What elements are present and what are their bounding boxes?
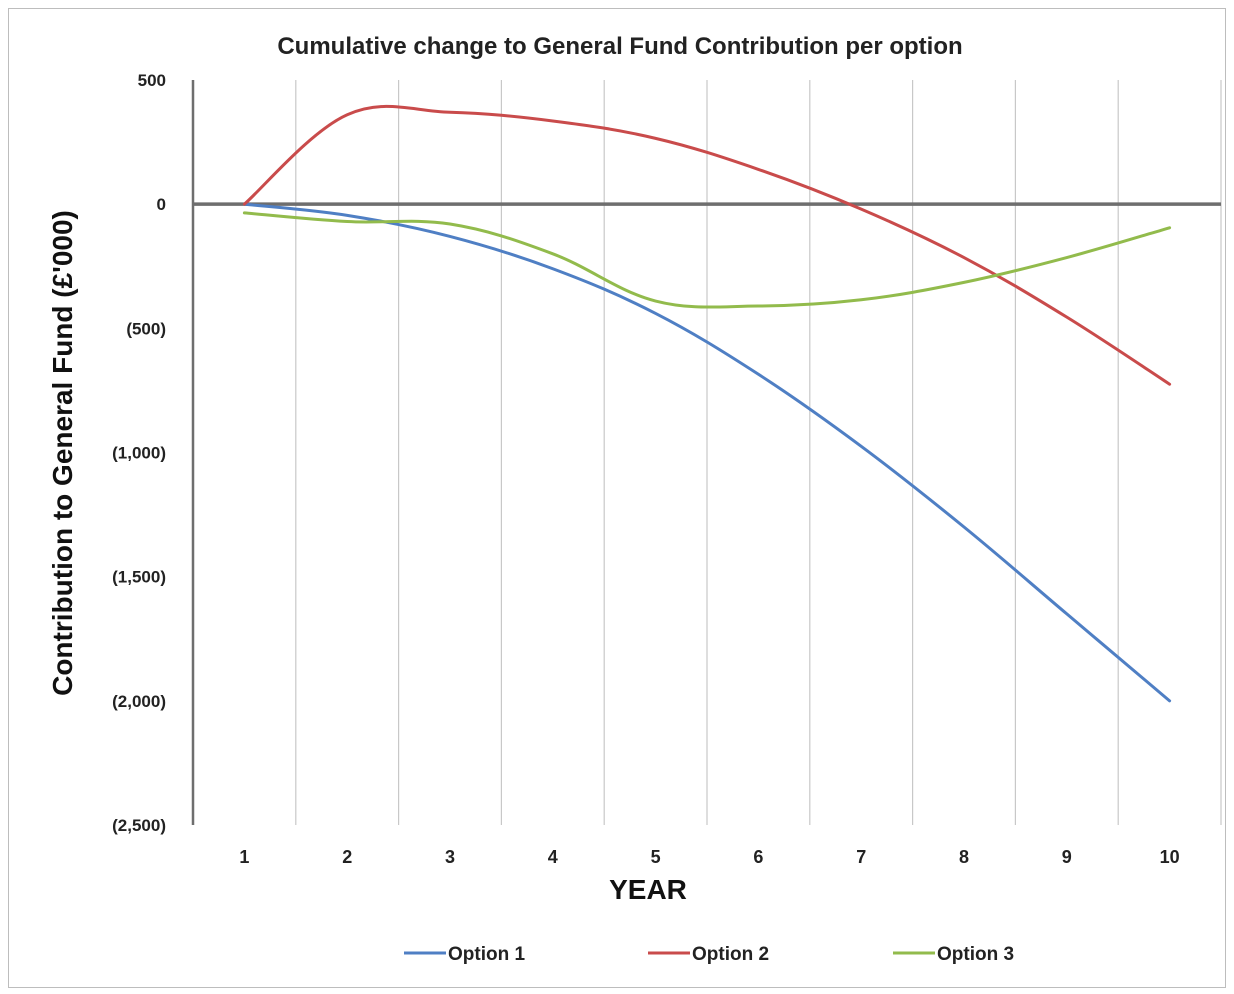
legend-label-option-2: Option 2 (692, 944, 769, 965)
x-tick-label: 7 (856, 847, 866, 867)
legend: Option 1 Option 2 Option 3 (404, 944, 1014, 965)
y-tick-labels: 500 0 (500) (1,000) (1,500) (2,000) (2,500) (112, 71, 166, 835)
y-axis-label: Contribution to General Fund (£'000) (47, 210, 78, 696)
y-tick-label: (500) (126, 319, 166, 338)
series-lines (242, 104, 1172, 703)
x-tick-label: 6 (753, 847, 763, 867)
x-tick-label: 4 (548, 847, 558, 867)
y-tick-label: (2,000) (112, 692, 166, 711)
y-tick-label: 0 (157, 195, 166, 214)
legend-label-option-3: Option 3 (937, 944, 1014, 965)
x-tick-label: 2 (342, 847, 352, 867)
x-tick-label: 5 (651, 847, 661, 867)
y-tick-label: 500 (138, 71, 166, 90)
x-axis-label: YEAR (609, 874, 687, 905)
series-line-option-2 (242, 104, 1172, 386)
chart-title: Cumulative change to General Fund Contri… (277, 33, 962, 60)
y-tick-label: (1,000) (112, 444, 166, 463)
axes (191, 80, 1221, 825)
x-tick-label: 3 (445, 847, 455, 867)
x-tick-label: 9 (1062, 847, 1072, 867)
series-line-option-3 (242, 211, 1172, 309)
x-tick-label: 1 (239, 847, 249, 867)
y-tick-label: (1,500) (112, 568, 166, 587)
vertical-gridlines (295, 80, 1222, 825)
legend-label-option-1: Option 1 (448, 944, 525, 965)
x-tick-label: 10 (1160, 847, 1180, 867)
x-tick-label: 8 (959, 847, 969, 867)
x-tick-labels: 1 2 3 4 5 6 7 8 9 10 (239, 847, 1179, 867)
chart-frame (8, 8, 1226, 988)
series-line-option-1 (242, 202, 1172, 703)
y-tick-label: (2,500) (112, 816, 166, 835)
